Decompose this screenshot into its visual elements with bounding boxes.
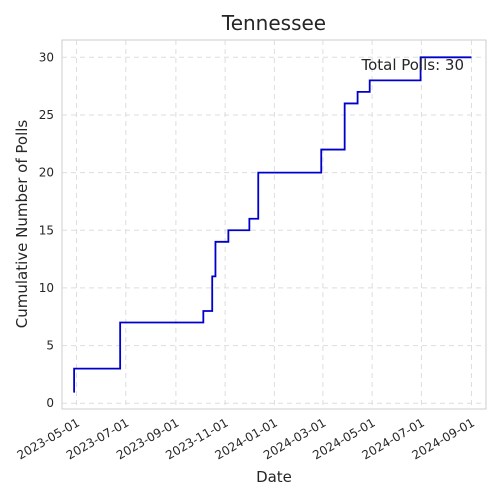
y-axis-label: Cumulative Number of Polls [13, 120, 31, 329]
total-polls-annotation: Total Polls: 30 [360, 56, 464, 74]
y-tick-labels: 0 5 10 15 20 25 30 [39, 50, 54, 410]
series-layer [73, 56, 472, 393]
y-tick-label: 30 [39, 50, 54, 64]
x-axis-label: Date [256, 468, 292, 486]
y-tick-label: 20 [39, 166, 54, 180]
y-tick-label: 10 [39, 281, 54, 295]
x-tick-labels: 2023-05-012023-07-012023-09-012023-11-01… [15, 415, 477, 462]
y-tick-label: 5 [46, 339, 54, 353]
y-tick-label: 0 [46, 396, 54, 410]
y-tick-label: 15 [39, 223, 54, 237]
cumulative-polls-step-line [73, 56, 472, 393]
grid [62, 40, 486, 409]
y-tick-label: 25 [39, 108, 54, 122]
chart-title: Tennessee [221, 11, 326, 35]
